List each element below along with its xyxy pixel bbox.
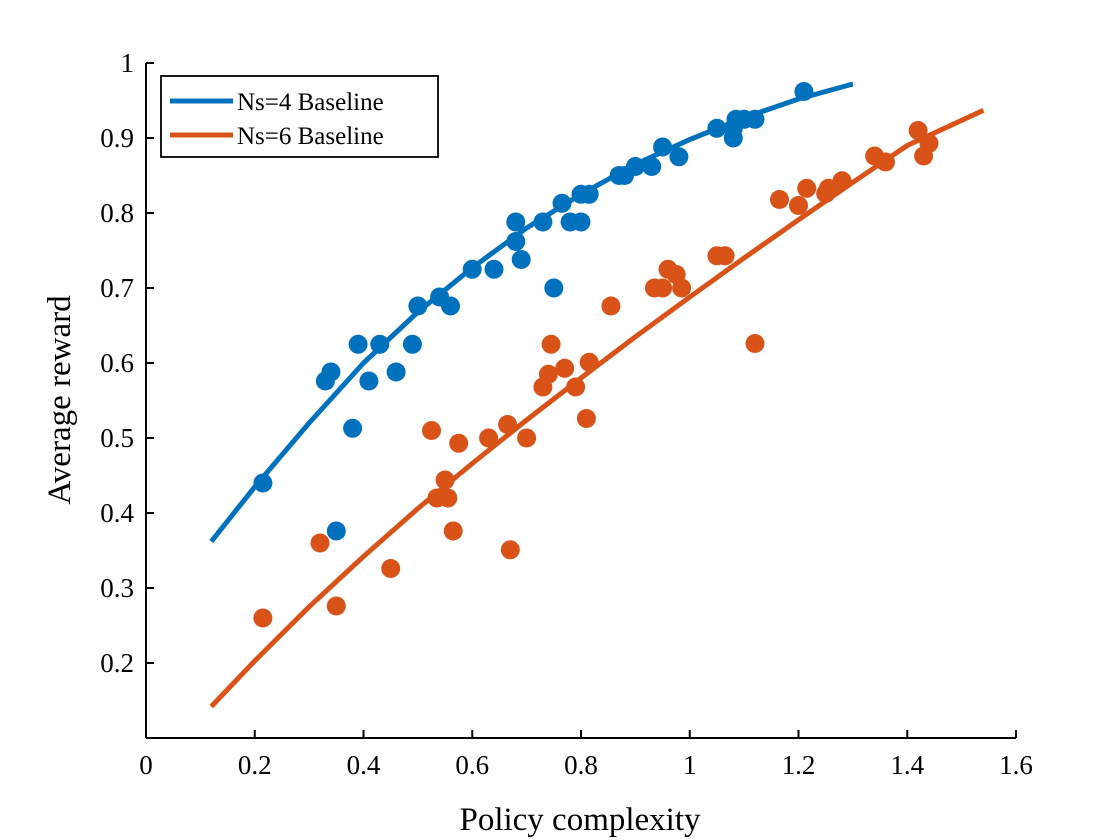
- data-point: [443, 521, 463, 541]
- legend-box: [160, 75, 439, 158]
- data-point: [566, 377, 586, 397]
- data-point: [538, 364, 558, 384]
- data-point: [402, 334, 422, 354]
- data-point: [707, 118, 727, 138]
- x-tick-label: 0.6: [455, 750, 489, 780]
- data-point: [672, 278, 692, 298]
- series-layer: [209, 81, 985, 709]
- data-point: [517, 428, 537, 448]
- data-point: [511, 250, 531, 269]
- data-point: [253, 608, 273, 628]
- x-tick-label: 0.8: [564, 750, 598, 780]
- data-point: [326, 521, 346, 541]
- y-tick-label: 0.6: [100, 348, 134, 378]
- data-point: [500, 540, 520, 560]
- data-point: [601, 296, 621, 316]
- data-point: [797, 178, 817, 198]
- data-point: [579, 352, 599, 372]
- series-1: [209, 108, 985, 709]
- x-tick-label: 1: [683, 750, 697, 780]
- data-point: [876, 152, 895, 172]
- y-axis-title: Average reward: [42, 295, 78, 505]
- x-tick-label: 1.6: [999, 750, 1033, 780]
- data-point: [484, 259, 504, 279]
- data-point: [625, 157, 645, 176]
- x-tick-label: 0.4: [347, 750, 381, 780]
- legend-label-ns4: Ns=4 Baseline: [237, 89, 384, 116]
- fit-line: [209, 108, 985, 709]
- series-0: [209, 81, 854, 544]
- data-point: [370, 334, 390, 354]
- x-tick-label: 0.2: [238, 750, 272, 780]
- data-point: [386, 362, 406, 382]
- data-point: [438, 488, 458, 508]
- data-point: [832, 171, 852, 191]
- data-point: [479, 428, 499, 448]
- y-tick-label: 0.4: [100, 498, 134, 528]
- data-point: [642, 157, 662, 176]
- x-tick-label: 1.2: [782, 750, 816, 780]
- data-point: [541, 334, 561, 354]
- x-axis-title: Policy complexity: [459, 802, 701, 838]
- y-ticks: 0.2 0.3 0.4 0.5 0.6 0.7 0.8 0.9 1: [100, 48, 154, 678]
- data-point: [789, 196, 808, 215]
- data-point: [544, 278, 564, 298]
- data-point: [579, 184, 599, 204]
- data-point: [343, 418, 363, 438]
- data-point: [506, 212, 526, 232]
- y-tick-label: 0.5: [100, 423, 134, 453]
- x-tick-label: 1.4: [890, 750, 924, 780]
- data-point: [908, 121, 928, 140]
- data-point: [441, 296, 460, 316]
- data-point: [326, 596, 346, 616]
- data-point: [381, 559, 401, 578]
- data-point: [745, 334, 765, 353]
- data-point: [745, 109, 765, 129]
- data-point: [653, 278, 673, 298]
- y-tick-label: 1: [121, 48, 135, 78]
- data-point: [715, 246, 735, 266]
- data-point: [359, 371, 379, 391]
- data-point: [310, 533, 330, 553]
- data-point: [552, 193, 572, 213]
- data-point: [253, 473, 273, 493]
- data-point: [408, 296, 428, 316]
- data-point: [533, 212, 553, 232]
- data-point: [348, 334, 368, 354]
- y-tick-label: 0.8: [100, 198, 134, 228]
- data-point: [770, 190, 789, 209]
- data-point: [555, 358, 575, 378]
- data-point: [723, 128, 743, 148]
- data-point: [794, 82, 814, 101]
- y-tick-label: 0.3: [100, 573, 134, 603]
- data-point: [498, 415, 518, 434]
- data-point: [422, 421, 441, 440]
- x-ticks: 0 0.2 0.4 0.6 0.8 1 1.2 1.4 1.6: [139, 730, 1033, 780]
- data-point: [669, 147, 689, 167]
- data-point: [653, 137, 673, 157]
- legend: Ns=4 Baseline Ns=6 Baseline: [160, 75, 439, 158]
- data-point: [919, 133, 939, 153]
- data-point: [435, 470, 455, 490]
- data-point: [321, 362, 341, 382]
- x-tick-label: 0: [139, 750, 153, 780]
- data-point: [449, 433, 469, 453]
- legend-label-ns6: Ns=6 Baseline: [237, 123, 384, 150]
- y-tick-label: 0.9: [100, 123, 134, 153]
- data-point: [462, 259, 482, 279]
- y-tick-label: 0.2: [100, 648, 134, 678]
- y-tick-label: 0.7: [100, 273, 134, 303]
- data-point: [571, 212, 591, 232]
- data-point: [506, 232, 526, 251]
- data-point: [576, 409, 596, 428]
